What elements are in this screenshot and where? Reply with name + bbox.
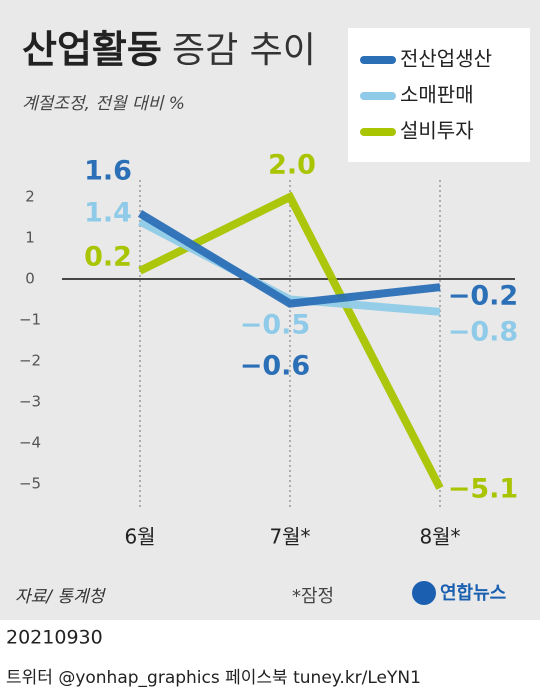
y-tick-label: −3 [19,393,41,411]
value-label: 0.2 [84,242,132,273]
value-label: −0.6 [240,351,310,382]
x-tick-label: 8월* [419,525,460,549]
y-tick-label: −4 [19,434,41,452]
y-tick-label: −5 [19,475,41,493]
value-label: −0.5 [240,310,310,341]
y-tick-label: −1 [19,311,41,329]
y-tick-label: 2 [25,188,35,206]
value-label: −5.1 [448,474,518,505]
y-tick-label: 0 [25,270,35,288]
credit: 트위터 @yonhap_graphics 페이스북 tuney.kr/LeYN1 [6,668,421,688]
value-label: −0.8 [448,317,518,348]
x-tick-label: 6월 [124,525,155,549]
logo-icon [412,581,436,605]
y-tick-label: −2 [19,352,41,370]
value-label: 1.4 [84,198,132,229]
x-tick-label: 7월* [269,525,310,549]
y-tick-label: 1 [25,229,35,247]
value-label: −0.2 [448,281,518,312]
chart-title: 산업활동 [22,28,162,72]
date: 20210930 [6,627,103,649]
legend-label: 소매판매 [400,83,474,107]
subtitle: 계절조정, 전월 대비 % [22,94,185,114]
chart-title-rest: 증감 추이 [172,30,316,71]
source: 자료/ 통계청 [15,587,107,607]
legend-label: 설비투자 [400,119,474,143]
series-line [137,209,441,308]
note: *잠정 [292,586,334,607]
legend-label: 전산업생산 [400,47,492,71]
value-label: 1.6 [84,156,132,187]
logo: 연합뉴스 [440,582,506,604]
value-label: 2.0 [268,150,316,181]
